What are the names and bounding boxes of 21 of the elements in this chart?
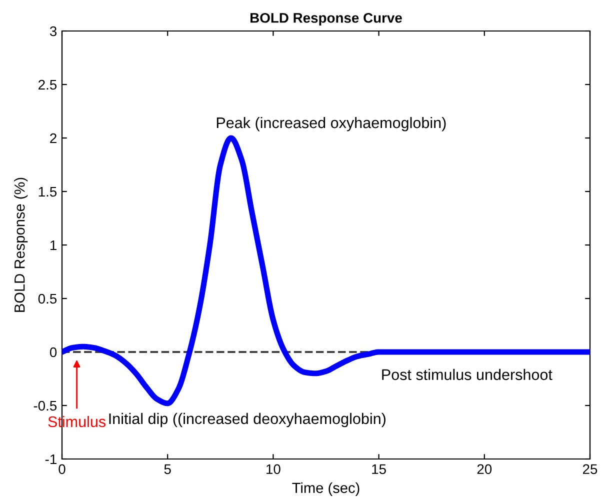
x-tick-label: 15 [372, 464, 386, 474]
y-tick-label: 1.5 [38, 186, 57, 197]
y-tick-label: 2 [50, 133, 56, 144]
y-tick-label: 2.5 [38, 80, 57, 90]
x-tick-label: 0 [58, 464, 66, 474]
chart-title: BOLD Response Curve [250, 12, 402, 26]
x-tick-label: 10 [266, 464, 280, 474]
x-tick-label: 25 [582, 464, 598, 474]
annotation: Peak (increased oxyhaemoglobin) [216, 116, 446, 132]
y-tick-label: 0.5 [38, 294, 57, 304]
y-tick-label: 1 [50, 240, 56, 250]
y-tick-label: -1 [45, 454, 56, 464]
annotation: Initial dip ((increased deoxyhaemoglobin) [109, 412, 386, 428]
y-axis-title: BOLD Response (%) [14, 178, 28, 312]
y-tick-label: 3 [50, 26, 57, 36]
y-tick-label: 0 [50, 347, 57, 358]
annotation: Post stimulus undershoot [382, 368, 552, 380]
x-tick-label: 20 [477, 464, 492, 474]
x-axis-title: Time (sec) [292, 482, 360, 496]
x-tick-label: 5 [164, 464, 171, 474]
y-tick-label: -0.5 [34, 400, 57, 411]
